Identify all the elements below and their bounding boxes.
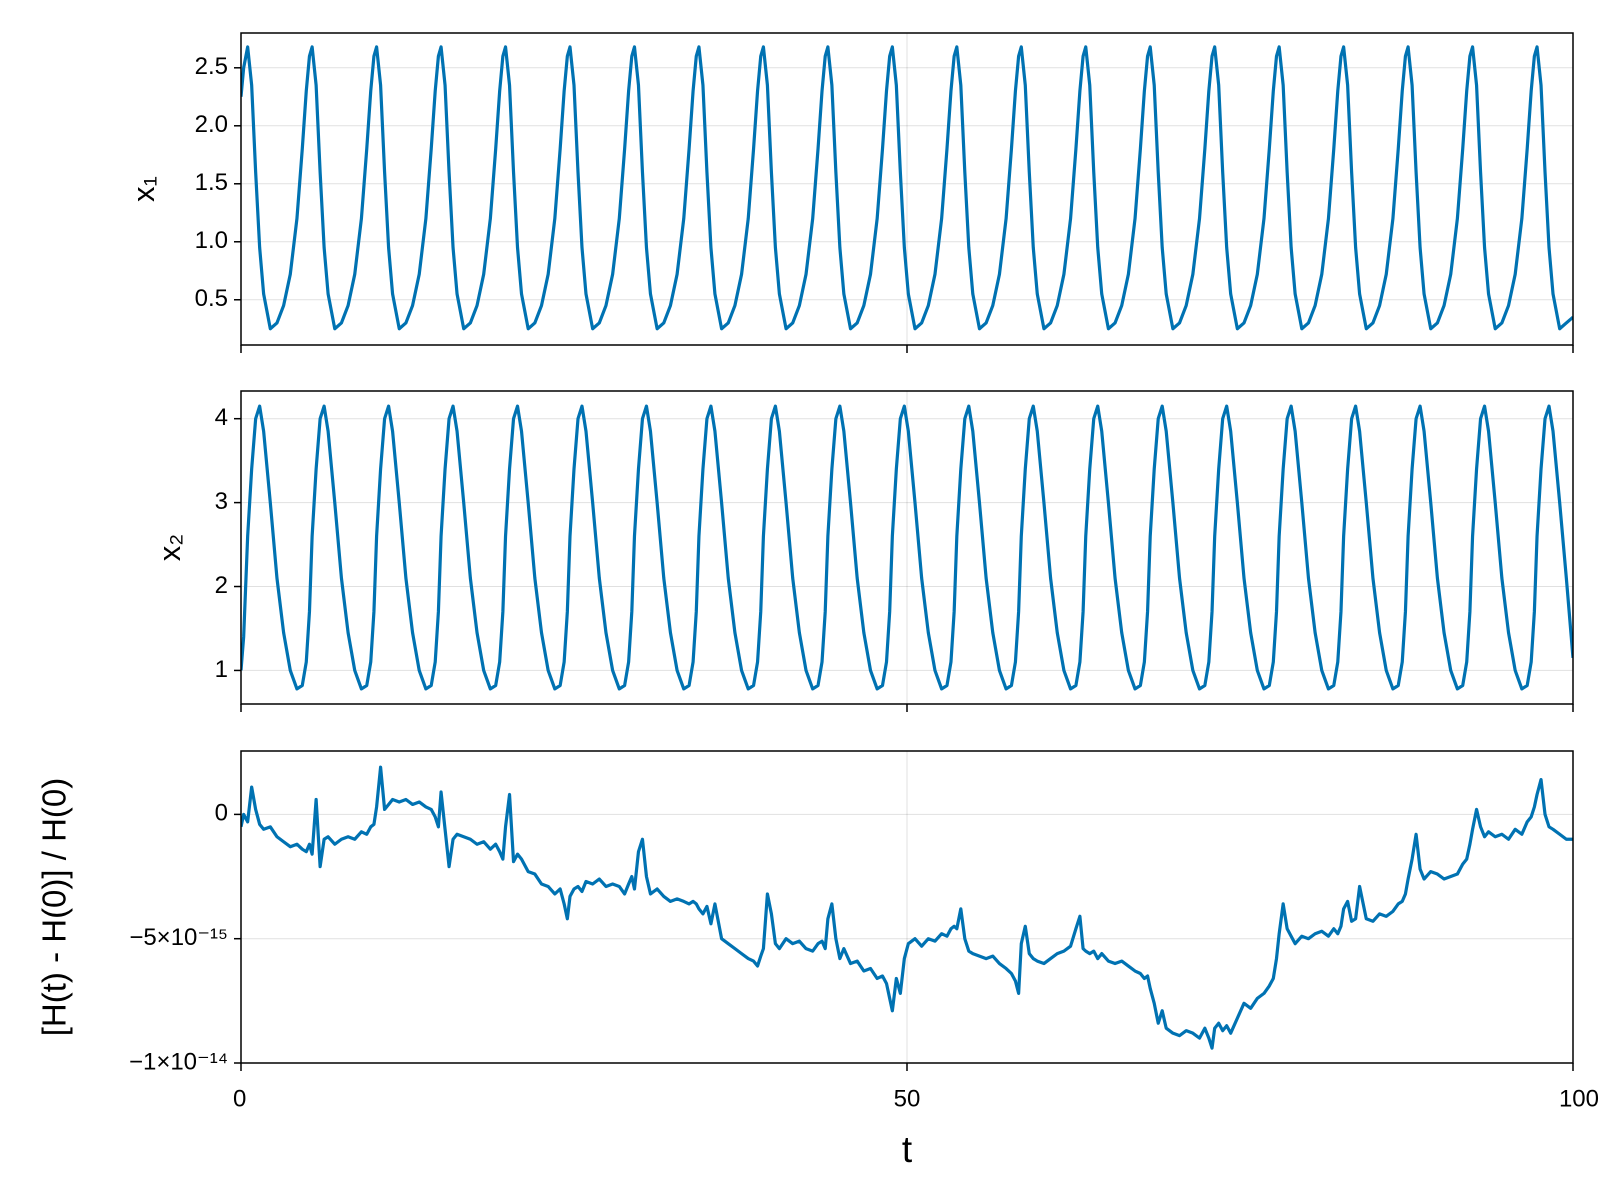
y-tick-label: −1×10⁻¹⁴: [129, 1048, 228, 1075]
y-tick-label: 0.5: [195, 285, 228, 312]
data-line: [241, 45, 1573, 331]
x-axis-label: t: [902, 1129, 913, 1170]
y-tick-label: 2: [215, 572, 228, 599]
y-tick-label: 2.5: [195, 53, 228, 80]
x-tick-label: 100: [1559, 1085, 1599, 1112]
y-tick-label: 2.0: [195, 111, 228, 138]
y-axis-label: x₁: [126, 176, 161, 202]
data-line: [241, 765, 1573, 1050]
y-axis-label: [H(t) - H(0)] / H(0): [36, 778, 73, 1036]
x-tick-label: 50: [894, 1085, 921, 1112]
x-tick-label: 0: [233, 1085, 246, 1112]
y-tick-label: 1.0: [195, 227, 228, 254]
y-tick-label: 3: [215, 488, 228, 515]
y-tick-label: 1.5: [195, 169, 228, 196]
y-tick-label: 0: [215, 800, 228, 827]
y-tick-label: −5×10⁻¹⁵: [129, 924, 228, 951]
data-line: [241, 404, 1573, 691]
y-tick-label: 4: [215, 404, 228, 431]
y-tick-label: 1: [215, 656, 228, 683]
y-axis-label: x₂: [152, 534, 187, 562]
